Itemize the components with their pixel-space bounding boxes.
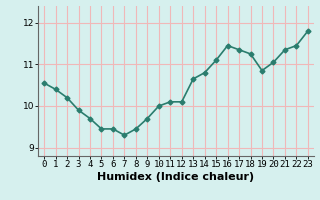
X-axis label: Humidex (Indice chaleur): Humidex (Indice chaleur) [97,172,255,182]
